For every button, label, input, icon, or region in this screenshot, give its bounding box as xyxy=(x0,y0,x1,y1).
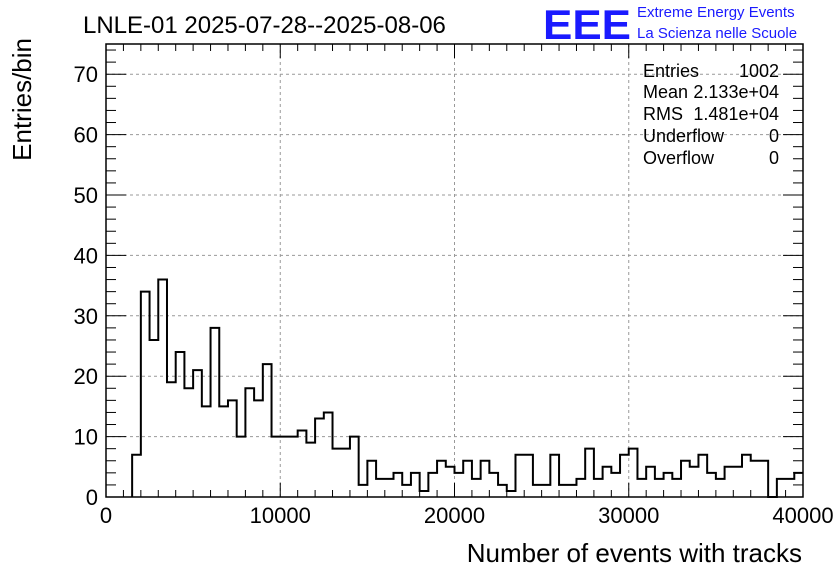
y-tick-labels: 0 10 20 30 40 50 60 70 xyxy=(74,62,98,510)
eee-logo-line-2: La Scienza nelle Scuole xyxy=(637,25,797,42)
x-tick-label: 10000 xyxy=(250,503,311,528)
stat-underflow-value: 0 xyxy=(769,126,779,146)
x-tick-label: 20000 xyxy=(424,503,485,528)
y-tick-label: 50 xyxy=(74,183,98,208)
y-tick-label: 10 xyxy=(74,425,98,450)
y-tick-label: 40 xyxy=(74,243,98,268)
x-tick-label: 40000 xyxy=(772,503,833,528)
axis-ticks xyxy=(105,44,804,498)
stat-entries-value: 1002 xyxy=(739,61,779,81)
stat-rms-value: 1.481e+04 xyxy=(693,104,779,124)
statistics-box: Entries 1002 Mean 2.133e+04 RMS 1.481e+0… xyxy=(643,61,779,168)
stat-rms-label: RMS xyxy=(643,104,683,124)
histogram-outline xyxy=(131,278,803,498)
eee-logo-mark: EEE xyxy=(543,1,631,48)
x-tick-labels: 0 10000 20000 30000 40000 xyxy=(100,503,834,528)
stat-mean-label: Mean xyxy=(643,82,688,102)
y-tick-label: 60 xyxy=(74,123,98,148)
eee-logo: EEE Extreme Energy Events La Scienza nel… xyxy=(543,1,797,48)
eee-logo-line-1: Extreme Energy Events xyxy=(637,4,795,21)
stat-underflow-label: Underflow xyxy=(643,126,725,146)
chart-title: LNLE-01 2025-07-28--2025-08-06 xyxy=(83,12,446,39)
stat-overflow-value: 0 xyxy=(769,148,779,168)
stat-mean-value: 2.133e+04 xyxy=(693,82,779,102)
grid-lines xyxy=(106,44,803,497)
x-tick-label: 30000 xyxy=(598,503,659,528)
stat-overflow-label: Overflow xyxy=(643,148,715,168)
stat-entries-label: Entries xyxy=(643,61,699,81)
y-tick-label: 0 xyxy=(86,485,98,510)
y-axis-label: Entries/bin xyxy=(7,38,37,161)
y-tick-label: 20 xyxy=(74,364,98,389)
x-tick-label: 0 xyxy=(100,503,112,528)
x-axis-label: Number of events with tracks xyxy=(467,538,802,568)
y-tick-label: 70 xyxy=(74,62,98,87)
y-tick-label: 30 xyxy=(74,304,98,329)
